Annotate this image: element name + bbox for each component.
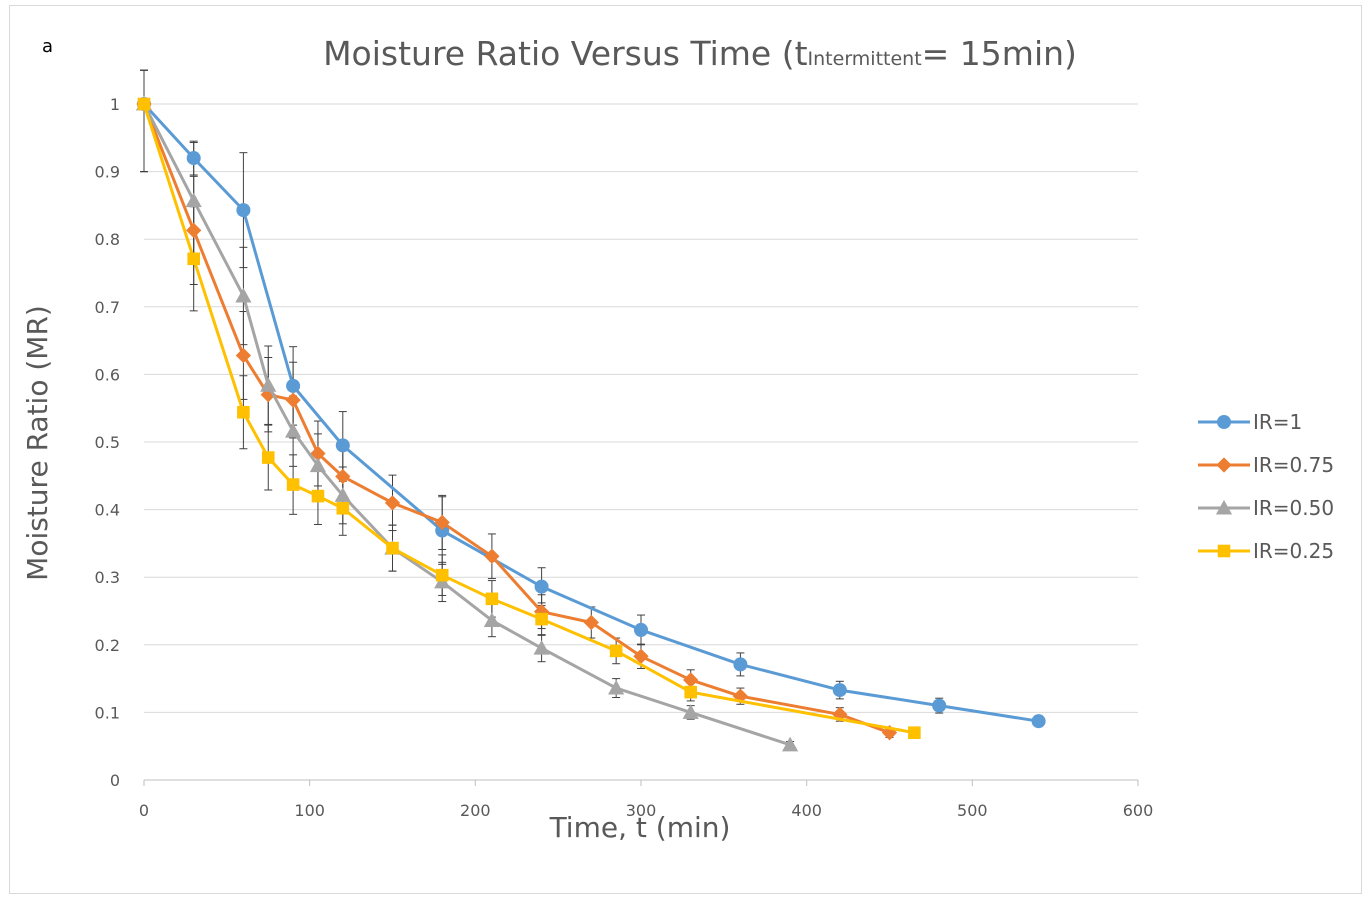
x-tick-labels: 0 100 200 300 400 500 600 — [139, 801, 1153, 820]
data-point — [733, 657, 748, 672]
legend-label: IR=0.50 — [1253, 496, 1334, 520]
series-line-2 — [142, 103, 791, 747]
y-tick-label: 0.3 — [95, 568, 120, 587]
data-point — [1031, 714, 1046, 729]
legend-marker — [1215, 499, 1233, 515]
data-point — [682, 704, 699, 719]
legend-label: IR=0.75 — [1253, 453, 1334, 477]
data-point — [261, 451, 275, 464]
x-tick-label: 0 — [139, 801, 149, 820]
series-line-3 — [142, 103, 915, 735]
data-point — [485, 592, 499, 606]
data-point — [535, 612, 548, 626]
data-point — [285, 392, 301, 408]
data-point — [608, 679, 625, 695]
legend-label: IR=1 — [1253, 410, 1302, 434]
data-point — [633, 622, 649, 637]
legend-entry: IR=1 — [1198, 410, 1302, 434]
data-point — [185, 192, 202, 208]
chart-title-main: Moisture Ratio Versus Time (t — [323, 34, 808, 73]
data-point — [335, 468, 351, 485]
data-point — [683, 672, 699, 688]
y-tick-label: 0.8 — [95, 230, 120, 249]
x-tick-label: 600 — [1123, 801, 1154, 820]
data-point — [908, 726, 921, 739]
data-point — [335, 438, 350, 453]
x-tick-label: 200 — [460, 801, 491, 820]
legend-entry: IR=0.25 — [1198, 539, 1334, 563]
data-point — [187, 252, 200, 266]
legend-entry: IR=0.50 — [1198, 496, 1334, 520]
x-axis-title: Time, t (min) — [549, 811, 731, 844]
data-point — [932, 698, 947, 713]
data-point — [310, 445, 326, 462]
error-bar — [140, 69, 148, 173]
data-point — [533, 640, 550, 655]
data-point — [782, 736, 799, 752]
y-axis-title: Moisture Ratio (MR) — [21, 305, 54, 581]
data-point — [260, 387, 276, 403]
data-point — [286, 378, 301, 393]
data-point — [633, 648, 649, 664]
y-tick-label: 0.1 — [95, 703, 120, 722]
data-point — [435, 523, 450, 538]
legend-marker — [1216, 457, 1232, 473]
data-point — [237, 405, 250, 419]
data-point — [260, 377, 277, 392]
y-tick-labels: 0 0.1 0.2 0.3 0.4 0.5 0.6 0.7 0.8 0.9 1 — [95, 95, 120, 790]
chart-title-tail: = 15min) — [922, 34, 1077, 73]
data-point — [483, 612, 500, 627]
data-point — [309, 457, 327, 473]
legend-entry: IR=0.75 — [1198, 453, 1334, 477]
data-point — [235, 347, 252, 364]
data-point — [484, 548, 500, 564]
chart-border — [9, 5, 1362, 894]
data-point — [236, 203, 251, 218]
legend-marker — [1217, 544, 1231, 558]
data-point — [334, 487, 351, 502]
data-point — [832, 683, 847, 698]
data-point — [684, 685, 697, 699]
data-point — [434, 514, 450, 531]
x-tick-label: 500 — [957, 801, 988, 820]
y-tick-label: 0.7 — [95, 298, 120, 317]
y-tick-label: 0.9 — [95, 163, 120, 182]
data-series — [135, 95, 1046, 752]
data-point — [384, 495, 401, 511]
data-point — [386, 541, 399, 555]
panel-label: a — [42, 36, 53, 57]
chart-title: Moisture Ratio Versus Time (tIntermitten… — [323, 34, 1077, 73]
y-tick-label: 1 — [110, 95, 120, 114]
y-tick-label: 0.5 — [95, 433, 120, 452]
legend-label: IR=0.25 — [1253, 539, 1334, 563]
data-point — [311, 489, 325, 503]
data-point — [235, 287, 252, 303]
y-tick-label: 0.2 — [95, 636, 120, 655]
data-point — [336, 501, 350, 515]
y-tick-label: 0.6 — [95, 365, 120, 384]
data-point — [285, 423, 302, 438]
data-point — [583, 614, 599, 631]
data-point — [534, 579, 549, 594]
x-tick-label: 400 — [791, 801, 822, 820]
data-point — [609, 644, 623, 658]
y-tick-label: 0 — [110, 771, 120, 790]
legend-marker — [1216, 414, 1232, 430]
data-point — [186, 151, 201, 166]
legend: IR=1 IR=0.75 IR=0.50 IR=0.25 — [1198, 410, 1334, 563]
axes — [143, 779, 1139, 786]
data-point — [137, 97, 151, 111]
chart-title-subscript: Intermittent — [808, 48, 922, 70]
data-point — [435, 568, 449, 582]
x-tick-label: 100 — [294, 801, 325, 820]
data-point — [186, 222, 202, 239]
y-tick-label: 0.4 — [95, 501, 120, 520]
gridlines — [144, 103, 1138, 713]
data-point — [286, 478, 300, 491]
x-tick-label: 300 — [626, 801, 657, 820]
